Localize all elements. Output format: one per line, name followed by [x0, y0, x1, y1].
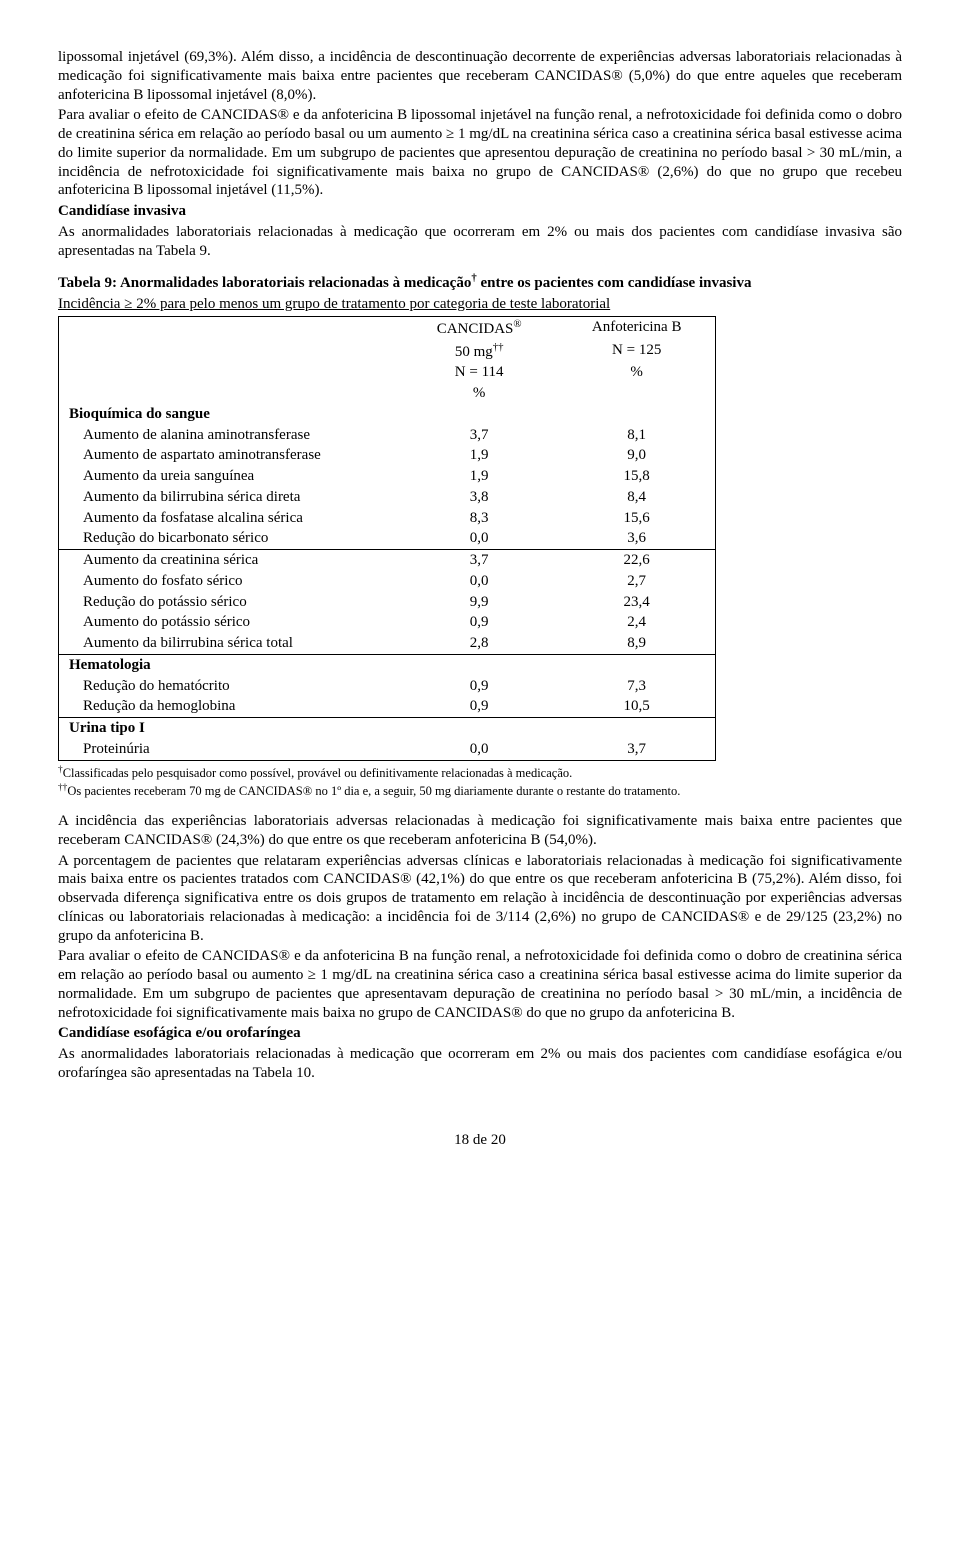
- col2-drug: Anfotericina B: [558, 316, 716, 339]
- row-label: Redução do potássio sérico: [59, 592, 401, 613]
- row-val: 9,9: [400, 592, 558, 613]
- row-label: Aumento de alanina aminotransferase: [59, 425, 401, 446]
- row-val: 2,7: [558, 571, 716, 592]
- paragraph-abn: As anormalidades laboratoriais relaciona…: [58, 223, 902, 261]
- paragraph-renal: Para avaliar o efeito de CANCIDAS® e da …: [58, 106, 902, 200]
- row-val: 3,7: [558, 739, 716, 760]
- row-val: 8,9: [558, 633, 716, 654]
- row-val: 0,0: [400, 739, 558, 760]
- row-val: 15,6: [558, 508, 716, 529]
- col2-n: N = 125: [558, 340, 716, 363]
- row-label: Aumento da fosfatase alcalina sérica: [59, 508, 401, 529]
- table-subtitle: Incidência ≥ 2% para pelo menos um grupo…: [58, 296, 610, 312]
- row-val: 0,0: [400, 571, 558, 592]
- row-val: 9,0: [558, 445, 716, 466]
- row-val: 23,4: [558, 592, 716, 613]
- col1-n: N = 114: [400, 362, 558, 383]
- row-label: Aumento da bilirrubina sérica direta: [59, 487, 401, 508]
- row-val: 1,9: [400, 466, 558, 487]
- row-val: 0,9: [400, 696, 558, 717]
- row-label: Redução do bicarbonato sérico: [59, 528, 401, 549]
- paragraph-intro: lipossomal injetável (69,3%). Além disso…: [58, 48, 902, 104]
- col1-drug: CANCIDAS: [437, 321, 514, 337]
- row-label: Aumento da ureia sanguínea: [59, 466, 401, 487]
- paragraph-percent: A porcentagem de pacientes que relataram…: [58, 852, 902, 946]
- row-val: 1,9: [400, 445, 558, 466]
- row-val: 22,6: [558, 550, 716, 571]
- row-label: Aumento da bilirrubina sérica total: [59, 633, 401, 654]
- col1-dose: 50 mg: [455, 344, 493, 360]
- paragraph-renal-2: Para avaliar o efeito de CANCIDAS® e da …: [58, 947, 902, 1022]
- heading-candidiase-invasiva: Candidíase invasiva: [58, 202, 902, 221]
- paragraph-abn-2: As anormalidades laboratoriais relaciona…: [58, 1045, 902, 1083]
- row-val: 0,9: [400, 676, 558, 697]
- row-val: 2,8: [400, 633, 558, 654]
- row-val: 8,1: [558, 425, 716, 446]
- col1-pct: %: [400, 383, 558, 404]
- row-val: 0,9: [400, 612, 558, 633]
- col2-pct: %: [558, 362, 716, 383]
- row-val: 3,6: [558, 528, 716, 549]
- row-val: 3,7: [400, 550, 558, 571]
- row-label: Aumento da creatinina sérica: [59, 550, 401, 571]
- table-9: CANCIDAS® Anfotericina B 50 mg†† N = 125…: [58, 316, 716, 761]
- row-label: Redução da hemoglobina: [59, 696, 401, 717]
- group-bioquimica: Bioquímica do sangue: [59, 404, 401, 425]
- group-urina: Urina tipo I: [59, 718, 401, 739]
- row-val: 2,4: [558, 612, 716, 633]
- row-val: 7,3: [558, 676, 716, 697]
- row-val: 3,8: [400, 487, 558, 508]
- table-title-b: entre os pacientes com candidíase invasi…: [477, 275, 752, 291]
- row-val: 15,8: [558, 466, 716, 487]
- row-val: 8,3: [400, 508, 558, 529]
- row-val: 3,7: [400, 425, 558, 446]
- footnote-1: †Classificadas pelo pesquisador como pos…: [58, 765, 902, 782]
- table-title-a: Tabela 9: Anormalidades laboratoriais re…: [58, 275, 471, 291]
- row-val: 10,5: [558, 696, 716, 717]
- paragraph-lab-incidence: A incidência das experiências laboratori…: [58, 812, 902, 850]
- row-label: Aumento do fosfato sérico: [59, 571, 401, 592]
- row-label: Proteinúria: [59, 739, 401, 760]
- page-number: 18 de 20: [58, 1131, 902, 1150]
- footnote-2: ††Os pacientes receberam 70 mg de CANCID…: [58, 783, 902, 800]
- heading-candidiase-esofagica: Candidíase esofágica e/ou orofaríngea: [58, 1024, 902, 1043]
- row-val: 0,0: [400, 528, 558, 549]
- row-val: 8,4: [558, 487, 716, 508]
- group-hematologia: Hematologia: [59, 654, 401, 675]
- row-label: Redução do hematócrito: [59, 676, 401, 697]
- row-label: Aumento de aspartato aminotransferase: [59, 445, 401, 466]
- row-label: Aumento do potássio sérico: [59, 612, 401, 633]
